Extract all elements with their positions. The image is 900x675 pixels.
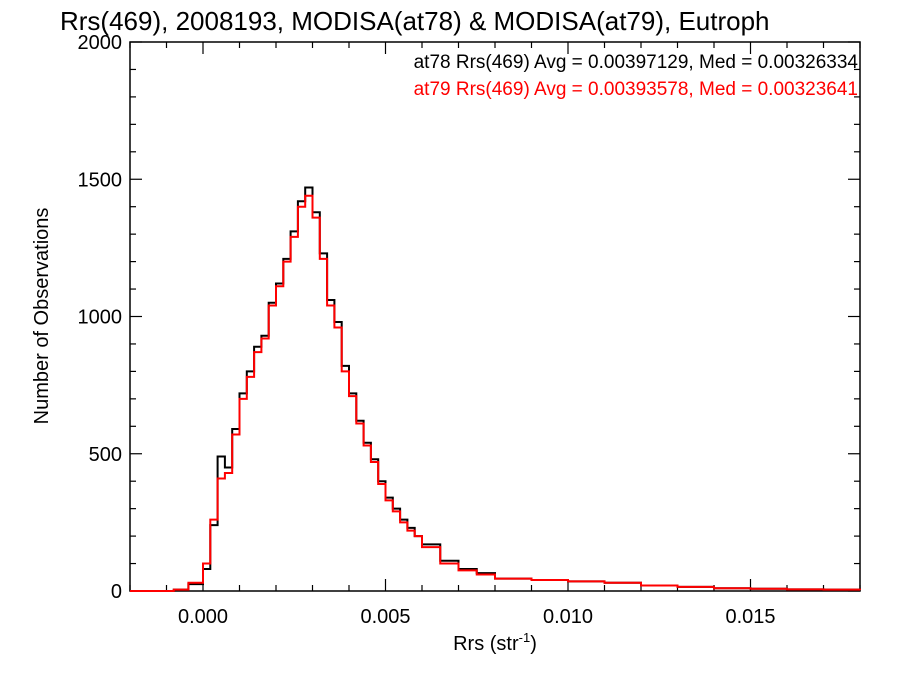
legend-entry-2: at79 Rrs(469) Avg = 0.00393578, Med = 0.… xyxy=(414,79,858,100)
chart-title: Rrs(469), 2008193, MODISA(at78) & MODISA… xyxy=(60,6,770,36)
x-tick-label: 0.000 xyxy=(178,606,228,628)
plot-frame xyxy=(129,41,861,592)
y-tick-label: 0 xyxy=(111,581,122,603)
x-axis-label: Rrs (str-1) xyxy=(453,630,537,655)
y-tick-label: 2000 xyxy=(78,32,123,54)
x-axis-label-superscript: -1 xyxy=(519,630,531,645)
x-tick-label: 0.015 xyxy=(725,606,775,628)
x-tick-label: 0.005 xyxy=(360,606,410,628)
series-group xyxy=(130,186,861,592)
y-axis: 0 500 1000 1500 2000 xyxy=(78,32,860,603)
series-line-2 xyxy=(130,194,861,592)
x-axis-label-text: Rrs (str xyxy=(453,633,519,655)
series-line-1 xyxy=(130,186,861,592)
y-tick-label: 500 xyxy=(89,444,122,466)
x-axis-label-close: ) xyxy=(530,633,537,655)
x-tick-label: 0.010 xyxy=(543,606,593,628)
y-tick-label: 1500 xyxy=(78,169,123,191)
y-axis-label: Number of Observations xyxy=(31,208,53,425)
x-axis: 0.000 0.005 0.010 0.015 xyxy=(129,42,861,628)
legend: at78 Rrs(469) Avg = 0.00397129, Med = 0.… xyxy=(414,52,859,100)
legend-entry-1: at78 Rrs(469) Avg = 0.00397129, Med = 0.… xyxy=(414,52,859,73)
y-tick-label: 1000 xyxy=(78,307,123,329)
